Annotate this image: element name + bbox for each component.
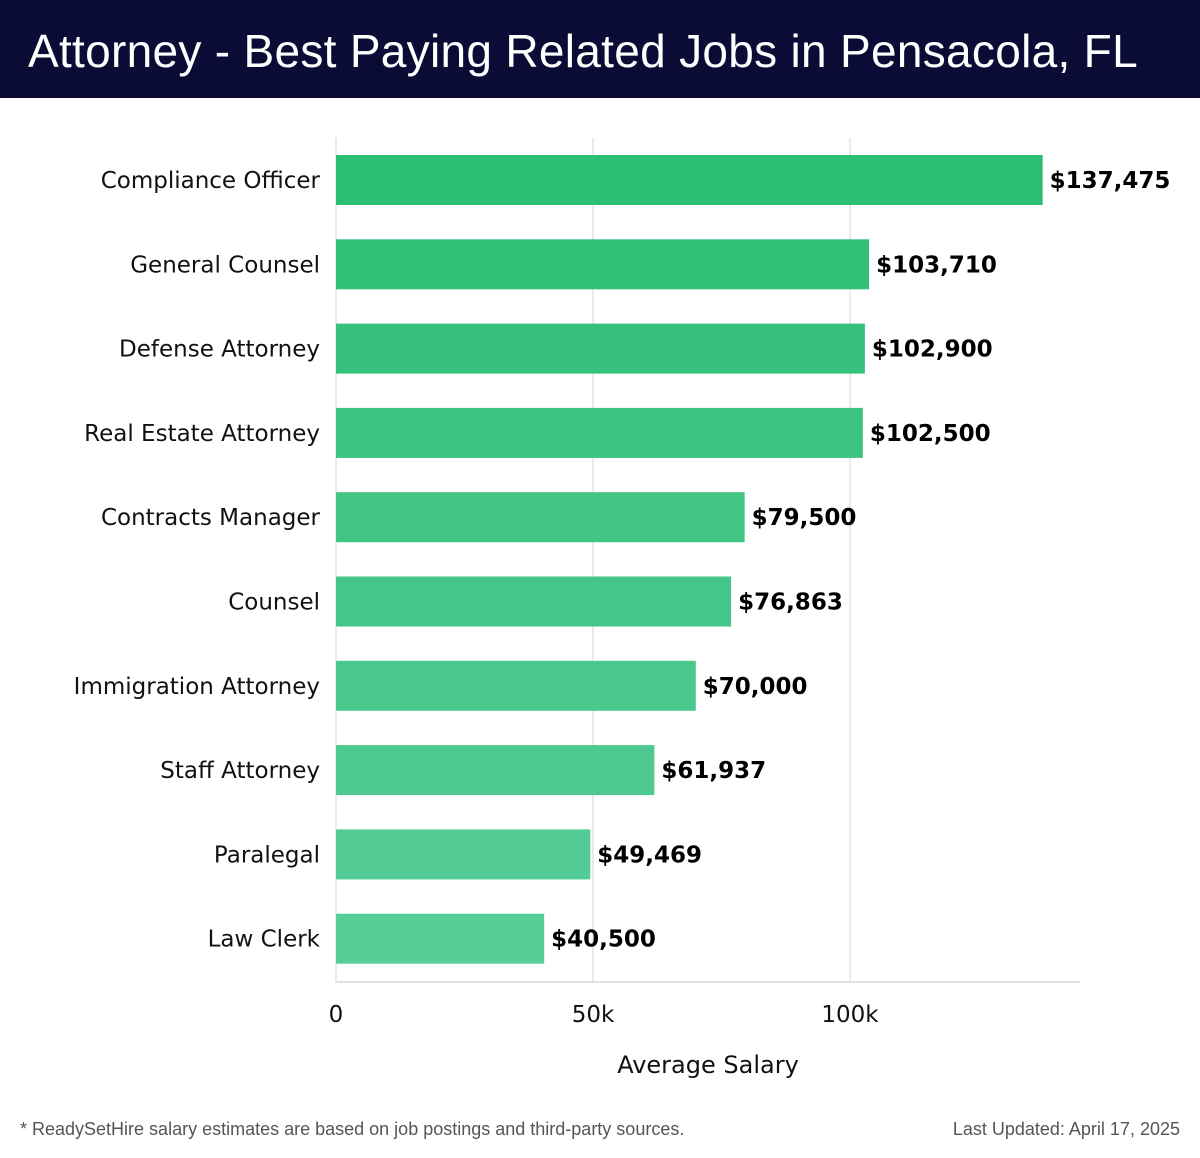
x-axis-label: Average Salary xyxy=(617,1051,799,1079)
category-label: Staff Attorney xyxy=(160,758,320,784)
value-label: $40,500 xyxy=(551,927,656,953)
value-label: $70,000 xyxy=(703,674,808,700)
value-label: $102,500 xyxy=(870,421,991,447)
bar xyxy=(336,660,696,711)
bar xyxy=(336,323,865,374)
value-label: $49,469 xyxy=(597,842,702,868)
value-label: $61,937 xyxy=(661,758,766,784)
category-label: Law Clerk xyxy=(208,927,321,953)
category-label: Compliance Officer xyxy=(101,168,321,194)
x-tick-label: 50k xyxy=(572,1002,615,1028)
bar xyxy=(336,745,655,796)
category-label: Defense Attorney xyxy=(119,337,320,363)
category-label: Immigration Attorney xyxy=(74,674,320,700)
bar xyxy=(336,155,1043,205)
category-label: Counsel xyxy=(228,590,320,616)
value-label: $79,500 xyxy=(752,505,857,531)
category-label: Contracts Manager xyxy=(101,505,321,531)
last-updated: Last Updated: April 17, 2025 xyxy=(952,1119,1180,1139)
value-label: $102,900 xyxy=(872,337,993,363)
value-label: $103,710 xyxy=(876,252,997,278)
value-label: $137,475 xyxy=(1050,168,1171,194)
bar xyxy=(336,239,870,290)
category-label: Real Estate Attorney xyxy=(84,421,320,447)
x-tick-label: 0 xyxy=(329,1002,344,1028)
x-tick-label: 100k xyxy=(821,1002,879,1028)
bar xyxy=(336,407,863,458)
bar xyxy=(336,576,732,627)
bar xyxy=(336,913,545,964)
page-title: Attorney - Best Paying Related Jobs in P… xyxy=(28,25,1138,77)
header-banner: Attorney - Best Paying Related Jobs in P… xyxy=(0,0,1200,98)
category-label: Paralegal xyxy=(214,842,320,868)
bar xyxy=(336,829,591,880)
category-label: General Counsel xyxy=(130,252,320,278)
footnote: * ReadySetHire salary estimates are base… xyxy=(20,1119,685,1139)
bar xyxy=(336,492,745,543)
value-label: $76,863 xyxy=(738,590,843,616)
